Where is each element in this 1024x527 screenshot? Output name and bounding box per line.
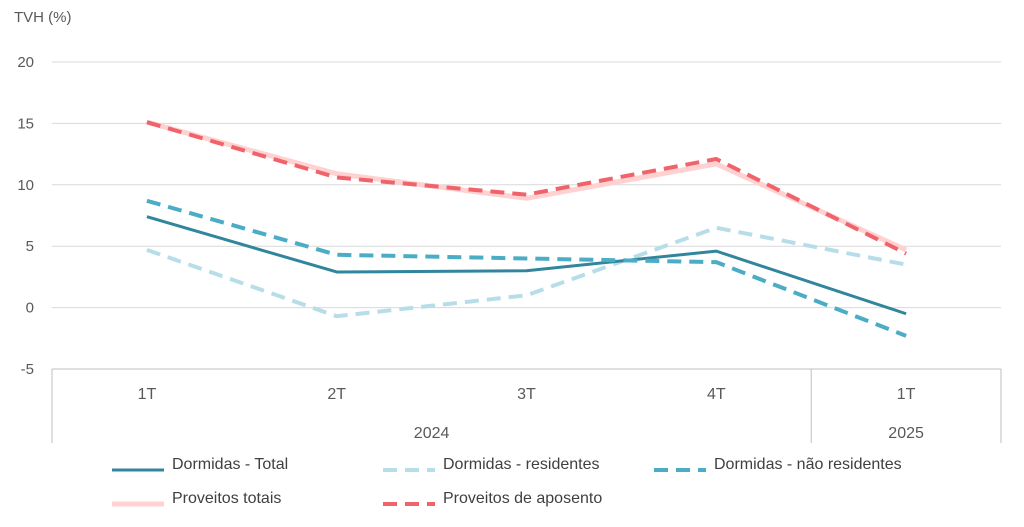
- x-tick-label: 1T: [897, 386, 916, 403]
- series-line-dormidas-residentes: [146, 225, 907, 319]
- legend-label: Dormidas - residentes: [443, 456, 600, 473]
- y-tick-label: 5: [26, 238, 34, 255]
- series-line-dormidas-n-o-residentes: [146, 198, 907, 338]
- legend-item-proveitos-totais: Proveitos totais: [112, 490, 281, 508]
- legend-swatch: [112, 461, 164, 472]
- series-layer: [146, 119, 908, 338]
- group-label: 2024: [414, 425, 450, 442]
- legend-item-dormidas-total: Dormidas - Total: [112, 456, 288, 474]
- x-tick-label: 1T: [138, 386, 157, 403]
- series-line-dormidas-total: [146, 215, 907, 316]
- y-tick-label: 20: [17, 54, 34, 71]
- legend-item-proveitos-de-aposento: Proveitos de aposento: [383, 490, 602, 508]
- group-label: 2025: [888, 425, 924, 442]
- x-tick-label: 4T: [707, 386, 726, 403]
- legend: Dormidas - Total Dormidas - residentes D…: [0, 448, 1024, 527]
- legend-item-dormidas-nao-residentes: Dormidas - não residentes: [654, 456, 902, 474]
- legend-label: Dormidas - Total: [172, 456, 289, 473]
- chart: TVH (%) 20 15 10 5 0 -5 1T 2T 3T 4T 1T 2024 2025: [14, 9, 1002, 443]
- legend-swatch: [112, 495, 164, 507]
- y-axis-title: TVH (%): [14, 9, 72, 26]
- legend-label: Proveitos totais: [172, 490, 282, 507]
- legend-swatch: [654, 461, 706, 472]
- y-tick-label: -5: [21, 361, 34, 378]
- y-tick-label: 0: [26, 300, 34, 317]
- legend-label: Proveitos de aposento: [443, 490, 603, 507]
- y-tick-label: 10: [17, 177, 34, 194]
- axis-layer: 20 15 10 5 0 -5 1T 2T 3T 4T 1T 2024 2025: [17, 54, 1002, 443]
- x-tick-label: 3T: [517, 386, 536, 403]
- legend-swatch: [383, 495, 435, 506]
- series-line-proveitos-totais: [146, 119, 908, 253]
- legend-swatch: [383, 461, 435, 472]
- grid-layer: [52, 61, 1001, 309]
- y-tick-label: 15: [17, 115, 34, 132]
- legend-item-dormidas-residentes: Dormidas - residentes: [383, 456, 600, 474]
- x-tick-label: 2T: [327, 386, 346, 403]
- legend-label: Dormidas - não residentes: [714, 456, 902, 473]
